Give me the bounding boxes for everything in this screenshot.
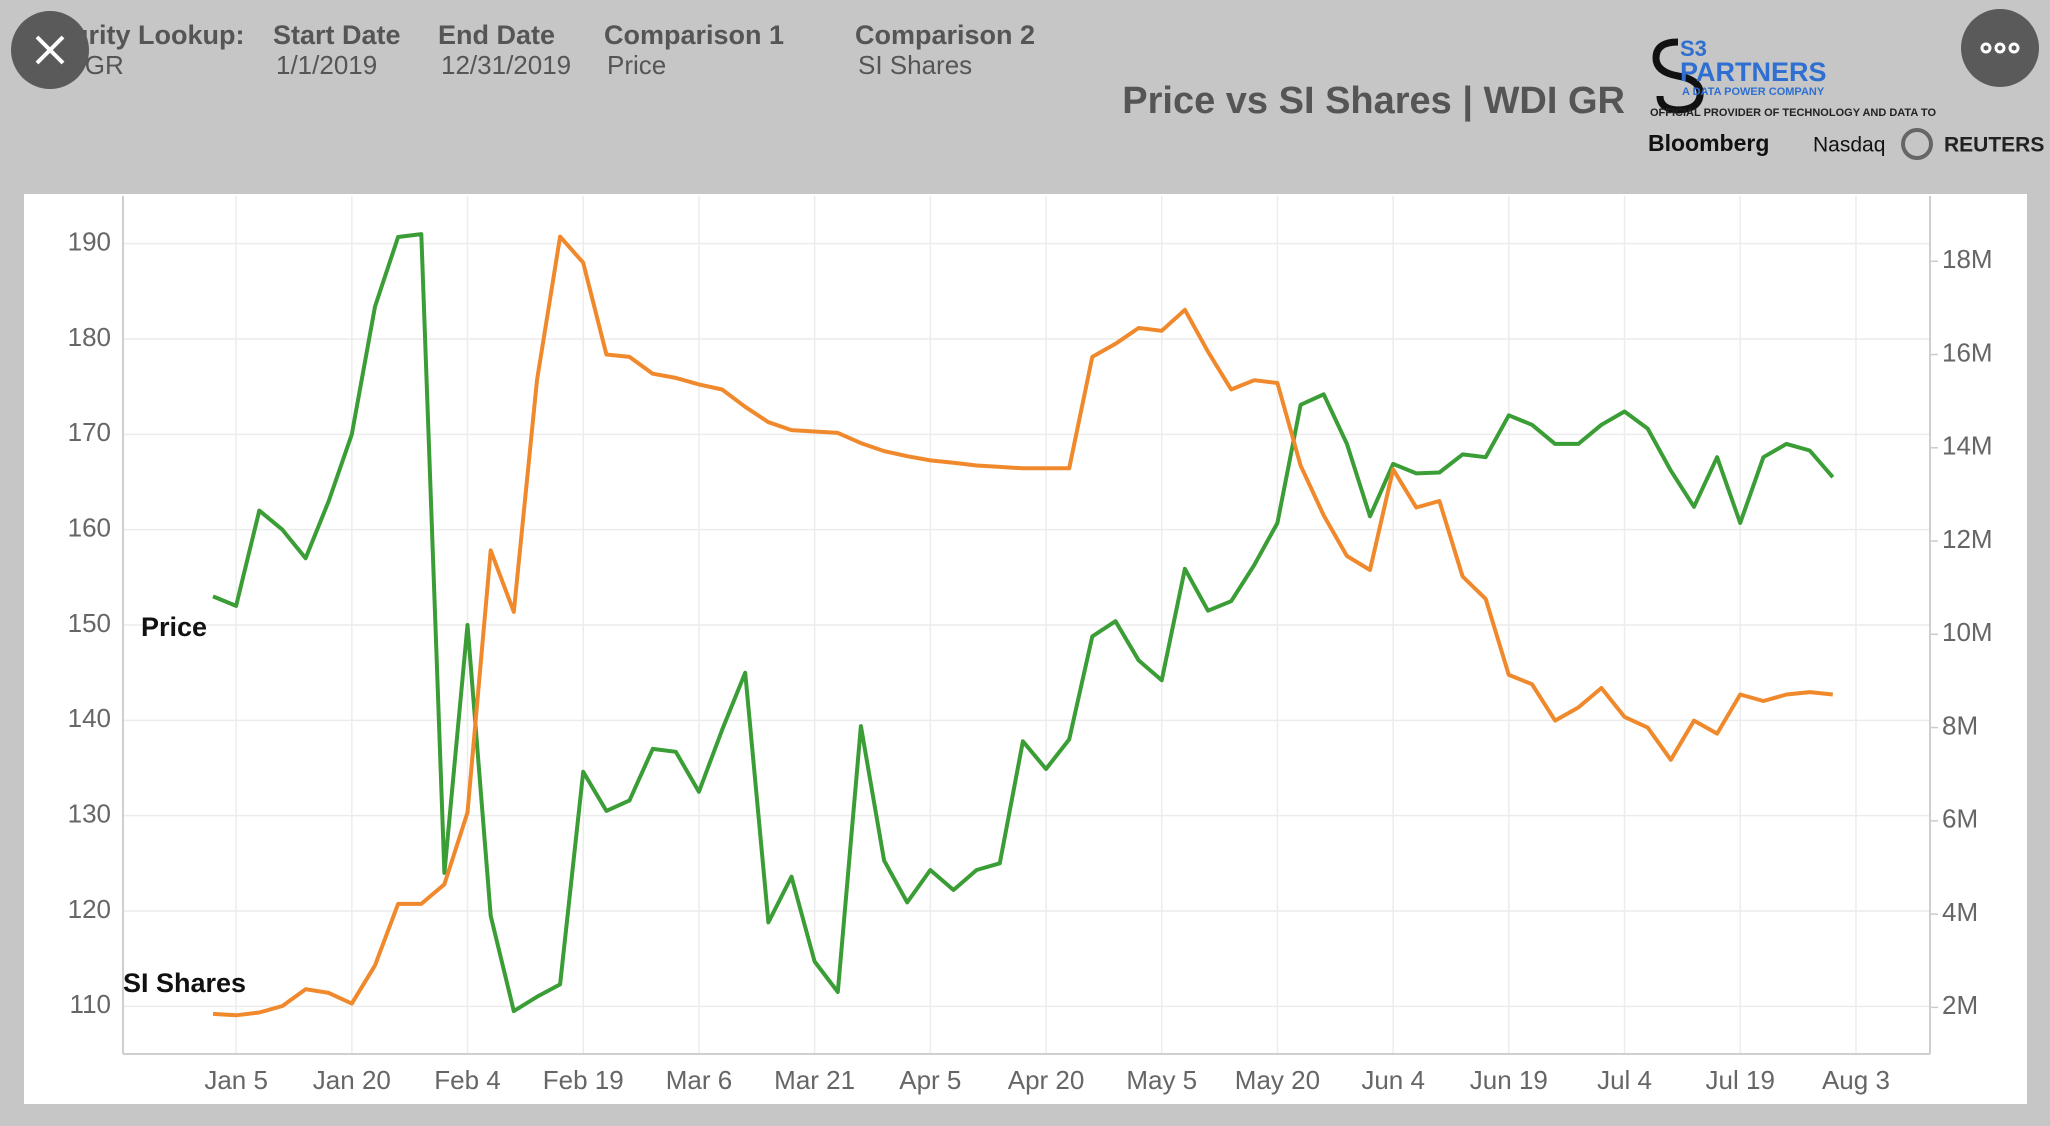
logo-partner: Nasdaq bbox=[1813, 134, 1885, 157]
y-tick-label: 190 bbox=[68, 227, 111, 257]
more-button[interactable] bbox=[1961, 9, 2039, 87]
filter-value: 12/31/2019 bbox=[441, 50, 571, 80]
filter-label: Start Date bbox=[273, 20, 401, 50]
more-dot[interactable] bbox=[2008, 42, 2020, 54]
y-tick-label: 180 bbox=[68, 322, 111, 352]
y2-tick-label: 2M bbox=[1942, 990, 1978, 1020]
more-button-bg[interactable] bbox=[1961, 9, 2039, 87]
y2-tick-label: 10M bbox=[1942, 617, 1993, 647]
y2-tick-label: 8M bbox=[1942, 710, 1978, 740]
x-tick-label: Feb 19 bbox=[543, 1065, 624, 1095]
logo-partner: Bloomberg bbox=[1648, 130, 1769, 156]
x-tick-label: Jul 4 bbox=[1597, 1065, 1652, 1095]
more-dot[interactable] bbox=[1980, 42, 1992, 54]
chart-title: Price vs SI Shares | WDI GR bbox=[1122, 80, 1625, 122]
x-tick-label: Mar 6 bbox=[666, 1065, 732, 1095]
y-tick-label: 120 bbox=[68, 894, 111, 924]
series-label: Price bbox=[141, 612, 207, 642]
y2-tick-label: 18M bbox=[1942, 244, 1993, 274]
x-tick-label: Jan 20 bbox=[313, 1065, 391, 1095]
y2-tick-label: 6M bbox=[1942, 804, 1978, 834]
reuters-icon bbox=[1901, 128, 1933, 160]
filter-value: Price bbox=[607, 50, 666, 80]
close-button[interactable] bbox=[11, 11, 89, 89]
y2-tick-label: 4M bbox=[1942, 897, 1978, 927]
y-tick-label: 160 bbox=[68, 513, 111, 543]
logo-tagline: A DATA POWER COMPANY bbox=[1682, 86, 1825, 98]
filter-label: Comparison 1 bbox=[604, 20, 784, 50]
y-tick-label: 110 bbox=[70, 989, 111, 1019]
x-tick-label: Jul 19 bbox=[1706, 1065, 1775, 1095]
y-tick-label: 140 bbox=[68, 703, 111, 733]
logo-provider: OFFICIAL PROVIDER OF TECHNOLOGY AND DATA… bbox=[1650, 107, 1936, 119]
logo: S3 PARTNERS A DATA POWER COMPANY OFFICIA… bbox=[1648, 36, 2044, 160]
chart-panel bbox=[24, 194, 2027, 1104]
x-tick-label: May 5 bbox=[1126, 1065, 1197, 1095]
close-icon[interactable] bbox=[35, 35, 65, 65]
y2-tick-label: 16M bbox=[1942, 337, 1993, 367]
logo-name: PARTNERS bbox=[1680, 57, 1827, 87]
y-tick-label: 130 bbox=[68, 799, 111, 829]
series-label: SI Shares bbox=[123, 968, 246, 998]
logo-s3: S3 bbox=[1680, 36, 1707, 61]
more-dot[interactable] bbox=[1994, 42, 2006, 54]
logo-partner: REUTERS bbox=[1944, 134, 2044, 157]
y-tick-label: 150 bbox=[68, 608, 111, 638]
filter-label: Comparison 2 bbox=[855, 20, 1035, 50]
x-tick-label: Aug 3 bbox=[1822, 1065, 1890, 1095]
x-tick-label: Jun 4 bbox=[1361, 1065, 1425, 1095]
series-line bbox=[212, 232, 1835, 1014]
x-tick-label: Apr 20 bbox=[1008, 1065, 1085, 1095]
y2-tick-label: 12M bbox=[1942, 524, 1993, 554]
filter-label: End Date bbox=[438, 20, 555, 50]
x-tick-label: Jun 19 bbox=[1470, 1065, 1548, 1095]
x-tick-label: Mar 21 bbox=[774, 1065, 855, 1095]
y2-tick-label: 14M bbox=[1942, 431, 1993, 461]
y-tick-label: 170 bbox=[68, 417, 111, 447]
filter-value: SI Shares bbox=[858, 50, 972, 80]
x-tick-label: May 20 bbox=[1235, 1065, 1320, 1095]
logo-mark bbox=[1652, 38, 1704, 114]
x-tick-label: Jan 5 bbox=[204, 1065, 268, 1095]
filter-value: 1/1/2019 bbox=[276, 50, 377, 80]
series-line bbox=[212, 234, 1834, 1018]
x-tick-label: Apr 5 bbox=[899, 1065, 961, 1095]
x-tick-label: Feb 4 bbox=[434, 1065, 501, 1095]
